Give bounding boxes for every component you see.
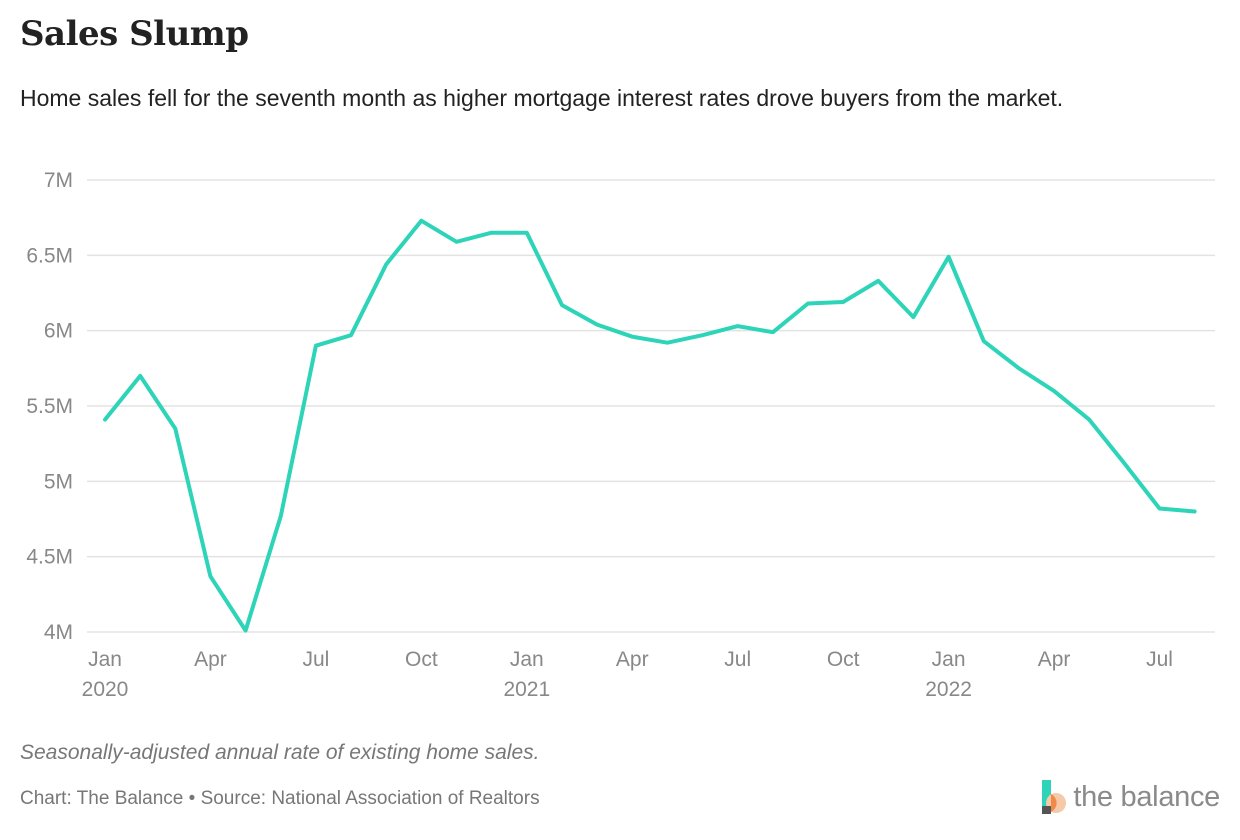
x-tick-year-label: 2020 xyxy=(82,678,129,701)
data-point xyxy=(384,262,388,266)
x-tick-label: Jan xyxy=(88,648,122,671)
data-point xyxy=(1122,461,1126,465)
data-point xyxy=(244,628,248,632)
data-point xyxy=(911,315,915,319)
data-point xyxy=(208,574,212,578)
x-tick-label: Jul xyxy=(1146,648,1173,671)
x-axis-tick-labels: Jan 2020 Apr Jul Oct Jan 2021 Apr Jul Oct Jan 2022 A… xyxy=(82,648,1173,701)
data-point xyxy=(630,335,634,339)
data-point xyxy=(841,300,845,304)
data-point xyxy=(665,341,669,345)
data-point xyxy=(349,333,353,337)
data-point xyxy=(173,427,177,431)
chart-credit: Chart: The Balance • Source: National As… xyxy=(20,788,540,809)
y-tick-label: 6M xyxy=(44,320,73,343)
data-point xyxy=(1158,506,1162,510)
data-point xyxy=(982,339,986,343)
data-point xyxy=(1017,366,1021,370)
data-point xyxy=(701,333,705,337)
data-point xyxy=(314,344,318,348)
data-point xyxy=(103,418,107,422)
x-tick-label: Jul xyxy=(302,648,329,671)
x-tick-label: Oct xyxy=(827,648,860,671)
data-point xyxy=(138,374,142,378)
data-point xyxy=(279,514,283,518)
y-tick-label: 4M xyxy=(44,621,73,644)
data-point xyxy=(947,255,951,259)
brand-logo-text: the balance xyxy=(1073,780,1220,813)
data-point xyxy=(1193,509,1197,513)
y-tick-label: 7M xyxy=(44,169,73,192)
chart-note: Seasonally-adjusted annual rate of exist… xyxy=(20,741,540,764)
data-point xyxy=(455,240,459,244)
the-balance-logo-icon xyxy=(1042,780,1067,814)
y-tick-label: 5M xyxy=(44,470,73,493)
data-point xyxy=(876,279,880,283)
x-tick-label: Apr xyxy=(194,648,227,671)
x-tick-label: Jul xyxy=(724,648,751,671)
data-point xyxy=(771,330,775,334)
data-point xyxy=(419,219,423,223)
x-tick-label: Apr xyxy=(1038,648,1071,671)
data-point xyxy=(806,302,810,306)
data-point xyxy=(490,231,494,235)
series-line xyxy=(103,218,1197,633)
brand-logo[interactable]: the balance xyxy=(1041,780,1220,814)
x-tick-label: Oct xyxy=(405,648,438,671)
y-tick-label: 5.5M xyxy=(26,395,73,418)
chart-subtitle: Home sales fell for the seventh month as… xyxy=(20,85,1064,111)
data-point xyxy=(595,323,599,327)
y-tick-label: 4.5M xyxy=(26,546,73,569)
gridlines xyxy=(87,179,1215,633)
x-tick-label: Jan xyxy=(510,648,544,671)
x-tick-label: Jan xyxy=(932,648,966,671)
data-point xyxy=(525,231,529,235)
y-tick-label: 6.5M xyxy=(26,244,73,267)
series-layer xyxy=(103,218,1197,633)
data-point xyxy=(560,303,564,307)
chart-title: Sales Slump xyxy=(20,14,249,54)
data-point xyxy=(1052,389,1056,393)
data-point xyxy=(736,324,740,328)
x-tick-year-label: 2021 xyxy=(503,678,550,701)
data-point xyxy=(1087,418,1091,422)
x-tick-label: Apr xyxy=(616,648,649,671)
y-axis-tick-labels: 4M 4.5M 5M 5.5M 6M 6.5M 7M xyxy=(26,169,73,644)
x-tick-year-label: 2022 xyxy=(925,678,972,701)
